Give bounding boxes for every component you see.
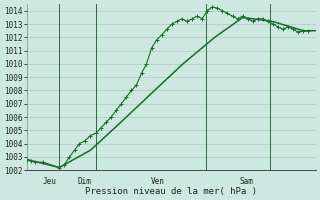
X-axis label: Pression niveau de la mer( hPa ): Pression niveau de la mer( hPa ) — [85, 187, 257, 196]
Text: Dim: Dim — [77, 177, 91, 186]
Text: Ven: Ven — [151, 177, 165, 186]
Text: Jeu: Jeu — [43, 177, 57, 186]
Text: Sam: Sam — [239, 177, 253, 186]
